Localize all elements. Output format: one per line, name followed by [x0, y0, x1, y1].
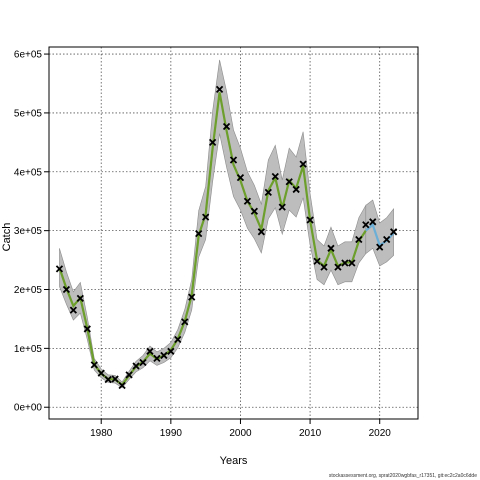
y-tick-label: 3e+05 — [14, 226, 43, 237]
observed-point — [348, 259, 356, 267]
observed-point — [292, 185, 300, 194]
observed-point — [139, 358, 147, 367]
observed-point — [362, 221, 370, 229]
observed-point — [306, 216, 314, 224]
observed-point — [146, 347, 154, 355]
observed-point — [174, 335, 182, 344]
observed-point — [90, 361, 98, 369]
observed-point — [369, 218, 377, 226]
observed-markers — [55, 85, 398, 390]
observed-point — [257, 228, 265, 236]
observed-point — [215, 85, 224, 94]
y-tick-label: 5e+05 — [14, 108, 43, 119]
observed-point — [181, 318, 189, 326]
confidence-bands — [59, 59, 394, 389]
y-tick-label: 6e+05 — [14, 50, 43, 61]
y-tick-label: 4e+05 — [14, 167, 43, 178]
x-axis: 1980 1990 2000 2010 2020 — [90, 419, 391, 439]
observed-point — [83, 325, 91, 333]
observed-point — [313, 257, 321, 265]
x-tick-label: 2020 — [369, 428, 392, 439]
observed-point — [104, 375, 112, 384]
observed-point — [264, 188, 272, 197]
observed-point — [208, 138, 217, 146]
x-tick-label: 2000 — [229, 428, 252, 439]
observed-point — [320, 263, 328, 271]
observed-point — [153, 354, 161, 363]
observed-point — [243, 197, 252, 205]
observed-point — [334, 263, 342, 271]
observed-point — [62, 285, 71, 294]
observed-point — [383, 235, 391, 244]
observed-point — [285, 178, 293, 186]
observed-point — [389, 228, 398, 236]
observed-point — [376, 243, 384, 251]
observed-point — [76, 294, 84, 302]
observed-point — [188, 293, 196, 301]
fit-confidence-band — [59, 59, 367, 389]
y-tick-label: 2e+05 — [14, 285, 43, 296]
y-axis-label: Catch — [1, 223, 13, 252]
observed-point — [111, 375, 119, 383]
y-tick-label: 0e+00 — [14, 403, 43, 414]
fitted-catch-line — [58, 92, 367, 387]
y-tick-label: 1e+05 — [14, 344, 43, 355]
y-axis: 0e+00 1e+05 2e+05 3e+05 4e+05 5e+05 6e+05 — [14, 50, 49, 414]
observed-point — [160, 351, 168, 360]
observed-point — [250, 207, 259, 215]
observed-point — [271, 172, 279, 181]
observed-point — [327, 244, 335, 252]
x-axis-label: Years — [220, 455, 248, 467]
observed-point — [118, 381, 126, 390]
footer-text: stockassessment.org, sprat2020wgbfas_r17… — [329, 473, 477, 479]
x-tick-label: 1990 — [160, 428, 183, 439]
observed-point — [125, 371, 133, 379]
observed-point — [69, 306, 78, 314]
observed-point — [202, 213, 210, 221]
observed-point — [278, 203, 286, 211]
forecast-confidence-band — [365, 199, 394, 267]
observed-point — [222, 122, 231, 131]
observed-point — [341, 259, 349, 267]
x-tick-label: 2010 — [299, 428, 322, 439]
observed-point — [195, 229, 203, 238]
observed-point — [55, 265, 64, 273]
observed-point — [132, 362, 140, 370]
observed-point — [97, 369, 105, 377]
plot-frame — [48, 46, 419, 420]
observed-point — [299, 160, 307, 168]
observed-point — [229, 156, 238, 164]
observed-point — [236, 174, 245, 182]
observed-point — [167, 347, 175, 355]
observed-point — [355, 235, 363, 244]
x-tick-label: 1980 — [90, 428, 113, 439]
